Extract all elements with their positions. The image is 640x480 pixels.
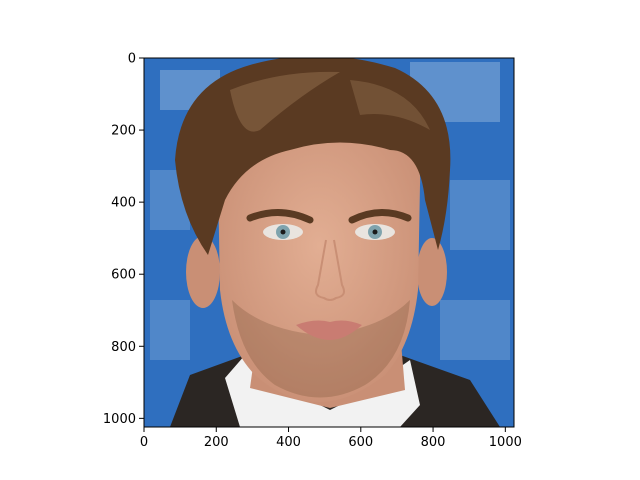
backdrop-panel bbox=[450, 180, 510, 250]
face bbox=[217, 118, 421, 402]
y-axis: 0 200 400 600 800 1000 bbox=[103, 52, 144, 427]
stubble bbox=[232, 300, 410, 398]
y-tick-label: 800 bbox=[111, 340, 136, 355]
nose bbox=[315, 239, 345, 301]
y-tick-label: 600 bbox=[111, 268, 136, 283]
y-tick-label: 200 bbox=[111, 124, 136, 139]
pupil-left bbox=[280, 229, 286, 235]
x-tick-label: 200 bbox=[204, 435, 229, 450]
backdrop-panel bbox=[440, 300, 510, 360]
ear-right bbox=[417, 238, 447, 306]
lips bbox=[296, 320, 362, 340]
x-tick-label: 600 bbox=[348, 435, 373, 450]
x-tick-label: 800 bbox=[421, 435, 446, 450]
axes-frame bbox=[143, 57, 515, 428]
pupil-right bbox=[372, 229, 378, 235]
y-tick-label: 400 bbox=[111, 196, 136, 211]
backdrop-panel bbox=[150, 300, 190, 360]
eyebrow-right bbox=[348, 209, 412, 224]
x-tick-label: 400 bbox=[276, 435, 301, 450]
shirt-collar bbox=[225, 355, 420, 427]
x-axis: 0 200 400 600 800 1000 bbox=[140, 427, 522, 450]
ear-left bbox=[186, 236, 220, 308]
y-tick-label: 1000 bbox=[103, 412, 136, 427]
hair-highlight bbox=[350, 80, 430, 130]
portrait-image bbox=[144, 58, 514, 427]
eyebrow-left bbox=[246, 209, 314, 224]
x-tick-label: 1000 bbox=[489, 435, 522, 450]
y-tick-label: 0 bbox=[128, 52, 136, 67]
x-tick-label: 0 bbox=[140, 435, 148, 450]
hair-highlight bbox=[230, 71, 340, 132]
